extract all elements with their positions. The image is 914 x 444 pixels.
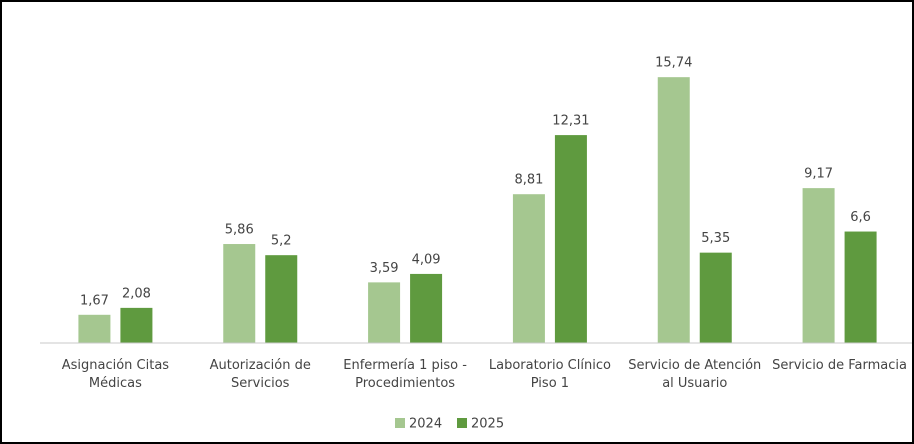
x-tick-label: Servicio de Atención al Usuario	[628, 358, 762, 391]
bar	[265, 255, 298, 343]
x-tick-label: Servicio de Farmacia	[772, 358, 907, 373]
value-label: 15,74	[655, 56, 692, 71]
bar	[78, 314, 111, 343]
bar	[844, 231, 877, 343]
value-label: 3,59	[370, 261, 399, 276]
bar	[699, 252, 732, 343]
x-tick-label: Asignación Citas Médicas	[61, 358, 170, 391]
value-label: 1,67	[80, 293, 109, 308]
legend-label: 2024	[409, 417, 442, 432]
legend-swatch	[395, 418, 405, 428]
value-label: 6,6	[850, 210, 871, 225]
bar	[657, 77, 690, 344]
value-label: 8,81	[514, 173, 543, 188]
legend-swatch	[457, 418, 467, 428]
legend-label: 2025	[471, 417, 504, 432]
value-label: 5,86	[225, 223, 254, 238]
bar	[554, 135, 587, 343]
bar	[410, 273, 443, 343]
x-tick-label: Laboratorio Clínico Piso 1	[488, 358, 611, 391]
x-tick-label: Autorización de Servicios	[209, 358, 311, 391]
bar	[223, 244, 256, 343]
value-label: 5,2	[271, 234, 292, 249]
x-tick-label: Enfermería 1 piso - Procedimientos	[343, 358, 467, 391]
value-label: 2,08	[122, 286, 151, 301]
value-label: 12,31	[552, 114, 589, 129]
value-label: 9,17	[804, 167, 833, 182]
bar	[368, 282, 401, 343]
bar	[512, 194, 545, 343]
value-label: 4,09	[412, 252, 441, 267]
bar	[802, 188, 835, 343]
value-label: 5,35	[701, 231, 730, 246]
bar	[120, 307, 153, 343]
